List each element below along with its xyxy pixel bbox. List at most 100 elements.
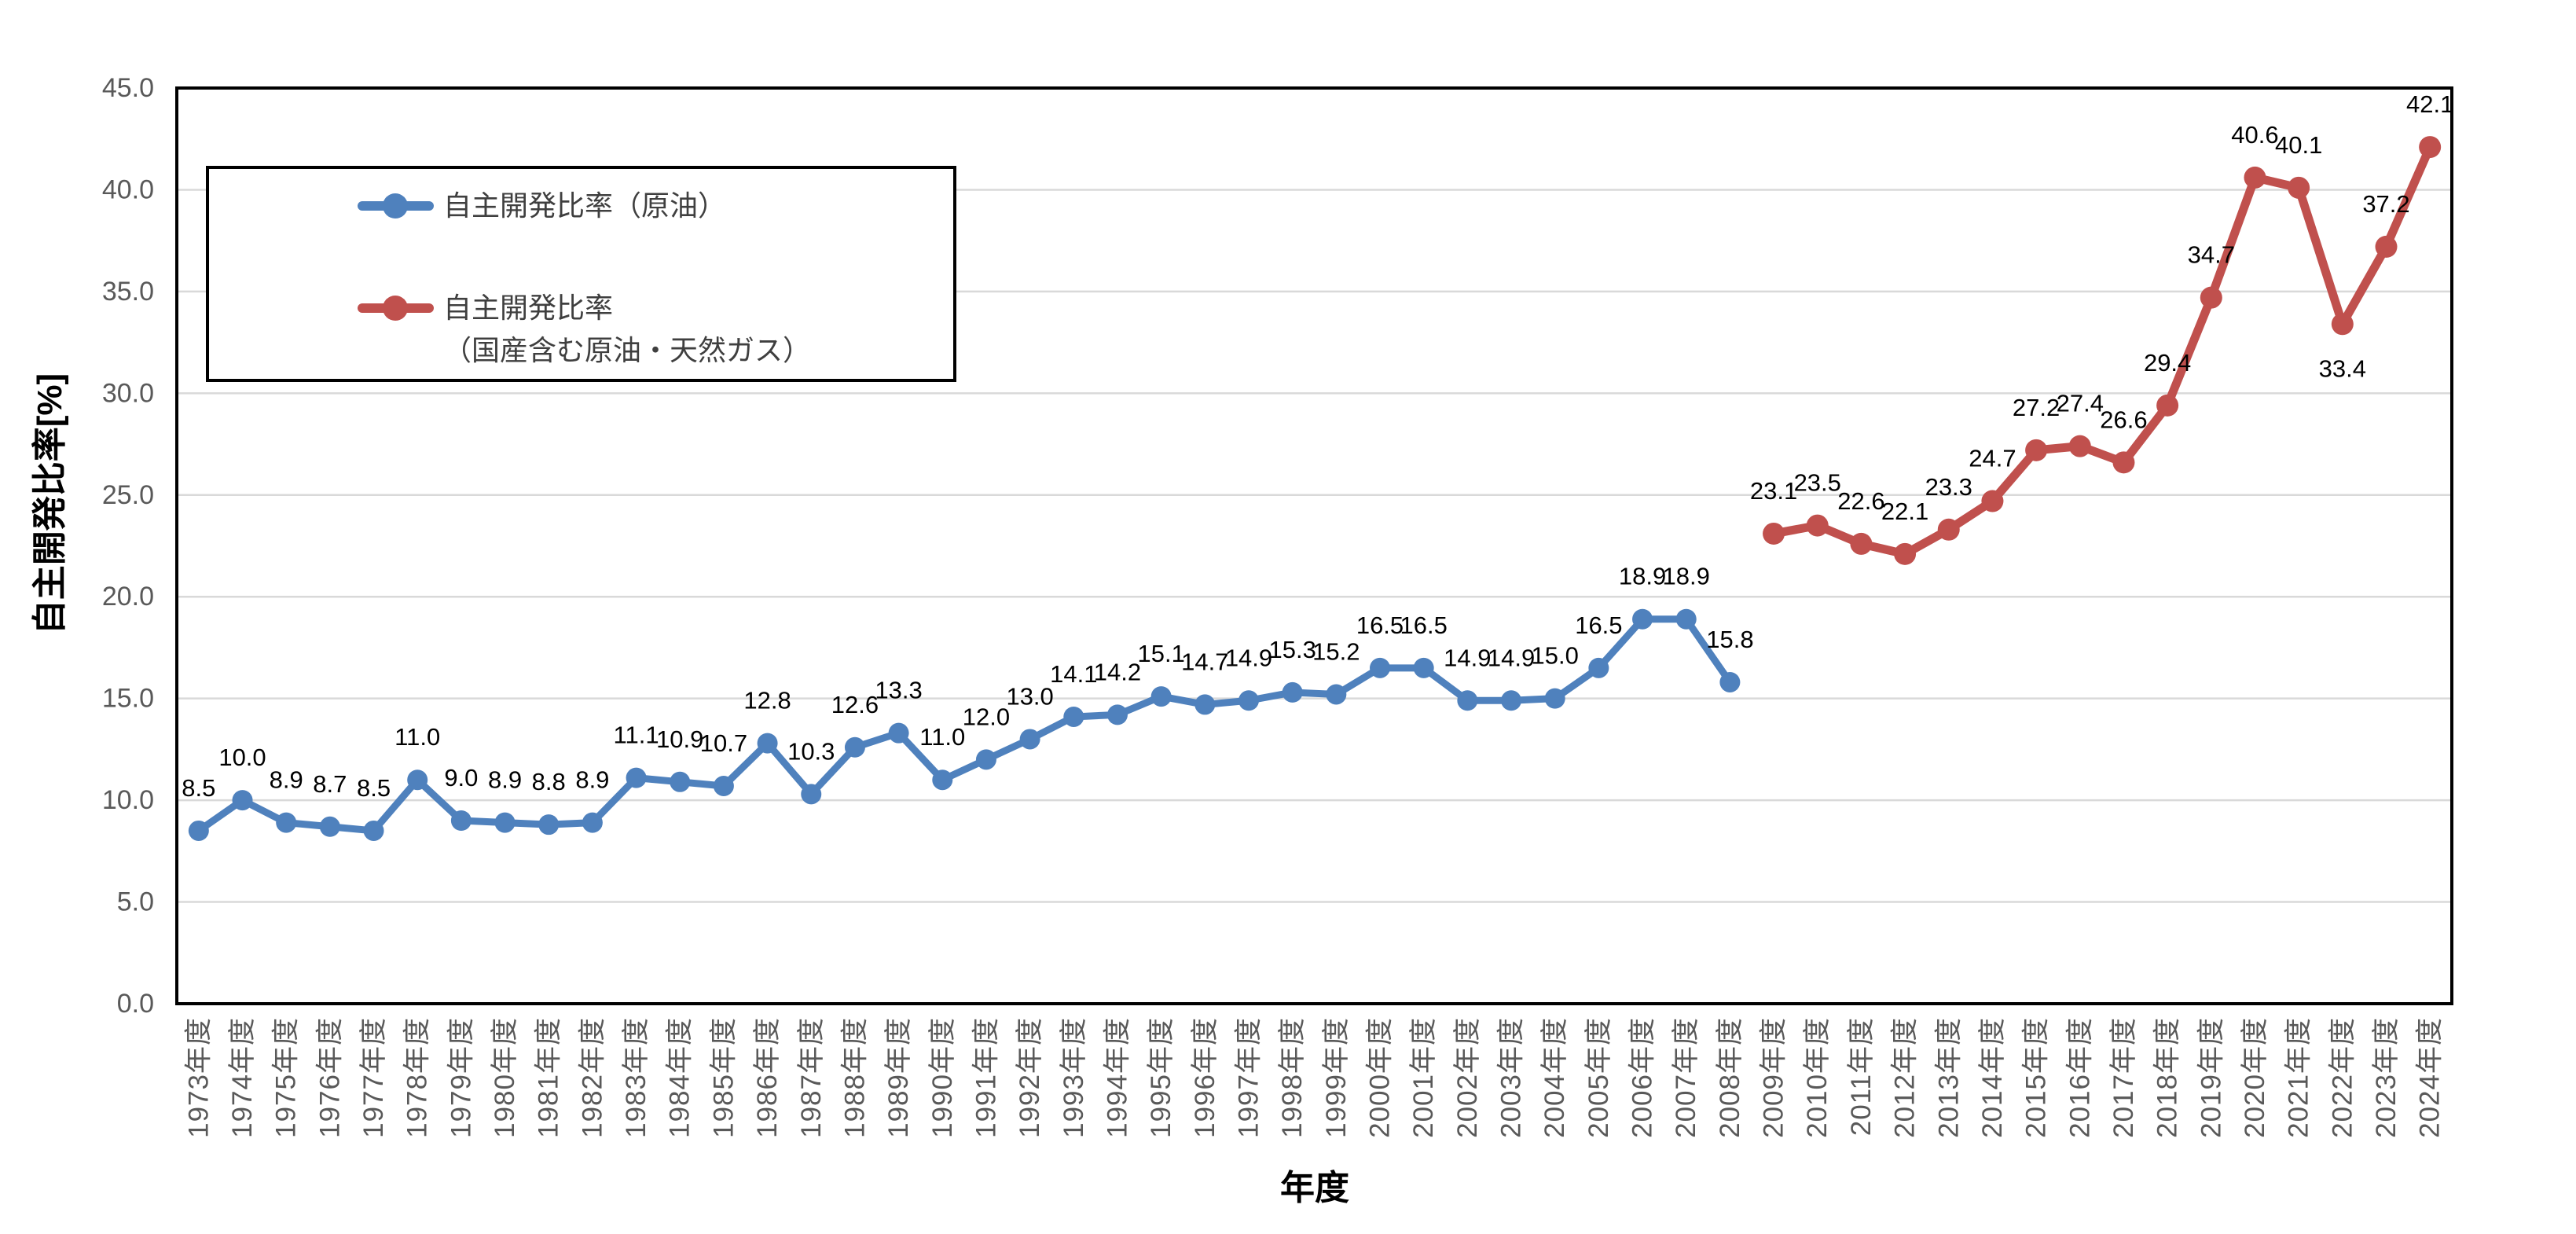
data-label: 13.3 [875, 677, 922, 704]
x-tick-label: 2002年度 [1452, 1017, 1483, 1138]
data-label: 13.0 [1006, 682, 1053, 710]
data-point [975, 749, 996, 770]
x-tick-label: 2000年度 [1365, 1017, 1396, 1138]
data-label: 10.3 [787, 737, 835, 765]
x-tick-label: 1981年度 [534, 1017, 564, 1138]
legend-entry-crude-oil: 自主開発比率（原油） [358, 185, 726, 227]
data-label: 15.1 [1137, 640, 1184, 667]
data-point [713, 775, 734, 796]
x-tick-label: 1989年度 [883, 1017, 914, 1138]
data-label: 14.2 [1094, 658, 1141, 685]
data-point [1457, 690, 1478, 711]
data-label: 26.6 [2100, 406, 2147, 433]
x-tick-label: 2004年度 [1539, 1017, 1570, 1138]
x-tick-label: 1996年度 [1190, 1017, 1220, 1138]
x-tick-label: 1982年度 [577, 1017, 607, 1138]
data-label: 14.9 [1225, 644, 1272, 671]
data-label: 18.9 [1663, 563, 1710, 590]
legend-marker-blue-icon [358, 185, 434, 227]
data-label: 24.7 [1969, 445, 2016, 472]
x-tick-label: 1985年度 [708, 1017, 739, 1138]
plot-border [175, 86, 2453, 1005]
data-label: 40.6 [2231, 121, 2278, 149]
x-tick-label: 2010年度 [1802, 1017, 1833, 1138]
data-label: 34.7 [2188, 241, 2235, 269]
y-tick-label: 20.0 [102, 582, 154, 611]
data-point [363, 820, 384, 841]
x-tick-label: 2011年度 [1846, 1017, 1877, 1136]
x-tick-label: 1998年度 [1277, 1017, 1308, 1138]
x-tick-label: 1974年度 [227, 1017, 258, 1138]
data-point [2025, 439, 2048, 461]
data-point [538, 814, 560, 836]
x-tick-label: 1977年度 [358, 1017, 389, 1138]
x-tick-label: 2019年度 [2196, 1017, 2226, 1138]
x-tick-label: 1992年度 [1015, 1017, 1045, 1138]
data-point [407, 769, 428, 791]
data-label: 11.0 [919, 723, 965, 751]
data-label: 16.5 [1400, 611, 1448, 639]
x-tick-label: 1986年度 [752, 1017, 783, 1138]
x-tick-label: 2024年度 [2415, 1017, 2446, 1138]
data-point [2375, 235, 2398, 258]
x-tick-label: 1983年度 [621, 1017, 651, 1138]
legend-label-oil-and-gas: 自主開発比率 （国産含む原油・天然ガス） [443, 287, 811, 372]
data-point [319, 816, 340, 837]
data-point [1588, 657, 1609, 678]
data-point [1981, 490, 2004, 512]
x-tick-label: 1991年度 [971, 1017, 1001, 1138]
legend-label-crude-oil: 自主開発比率（原油） [443, 189, 727, 222]
data-label: 29.4 [2144, 349, 2191, 376]
x-tick-label: 1993年度 [1059, 1017, 1089, 1138]
data-label: 14.9 [1488, 644, 1535, 671]
x-tick-label: 2021年度 [2284, 1017, 2314, 1138]
y-axis-title: 自主開発比率[%] [31, 373, 69, 635]
data-label: 23.3 [1925, 473, 1972, 501]
y-tick-label: 45.0 [102, 73, 154, 103]
x-tick-label: 2015年度 [2021, 1017, 2052, 1138]
data-point [1675, 608, 1697, 630]
data-point [232, 790, 253, 811]
x-tick-label: 2014年度 [1977, 1017, 2008, 1138]
data-point [757, 733, 778, 754]
legend-entry-oil-and-gas: 自主開発比率 （国産含む原油・天然ガス） [358, 287, 811, 372]
data-point [1894, 542, 1917, 565]
data-label: 9.0 [444, 764, 478, 791]
data-label: 15.3 [1268, 636, 1316, 663]
x-tick-label: 2006年度 [1627, 1017, 1658, 1138]
data-label: 14.1 [1050, 660, 1097, 688]
x-tick-label: 2022年度 [2327, 1017, 2358, 1138]
data-label: 37.2 [2362, 190, 2409, 218]
data-point [2068, 435, 2091, 457]
data-point [844, 736, 865, 758]
data-point [1632, 608, 1653, 630]
data-label: 8.9 [270, 766, 303, 794]
data-label: 12.0 [963, 703, 1010, 730]
x-tick-label: 2013年度 [1933, 1017, 1964, 1138]
legend: 自主開発比率（原油） 自主開発比率 （国産含む原油・天然ガス） [206, 166, 956, 382]
x-tick-label: 1980年度 [490, 1017, 520, 1138]
x-tick-label: 1987年度 [796, 1017, 827, 1138]
data-label: 10.7 [700, 729, 747, 757]
x-tick-label: 1979年度 [446, 1017, 476, 1138]
x-tick-label: 2009年度 [1759, 1017, 1789, 1138]
data-point [1937, 518, 1960, 541]
data-point [2244, 166, 2266, 189]
data-label: 40.1 [2275, 131, 2322, 159]
legend-marker-red-icon [358, 287, 434, 329]
data-point [1850, 532, 1873, 555]
x-tick-label: 2003年度 [1496, 1017, 1527, 1138]
data-label: 15.8 [1706, 626, 1753, 653]
data-point [1501, 690, 1522, 711]
data-label: 11.1 [614, 722, 659, 749]
x-tick-label: 2005年度 [1583, 1017, 1614, 1138]
data-label: 18.9 [1619, 563, 1666, 590]
legend-label-line1: 自主開発比率 [443, 292, 614, 324]
data-point [494, 812, 516, 833]
x-tick-label: 1975年度 [271, 1017, 302, 1138]
data-label: 27.2 [2013, 394, 2060, 421]
x-tick-label: 1995年度 [1146, 1017, 1176, 1138]
x-tick-label: 2018年度 [2152, 1017, 2183, 1138]
data-point [1106, 704, 1128, 725]
